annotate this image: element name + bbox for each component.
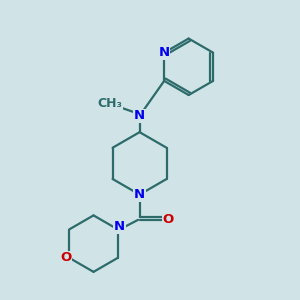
Text: N: N	[134, 188, 145, 201]
Text: N: N	[114, 220, 125, 233]
Text: O: O	[162, 213, 173, 226]
Text: N: N	[159, 46, 170, 59]
Text: N: N	[134, 109, 145, 122]
Text: CH₃: CH₃	[98, 98, 122, 110]
Text: O: O	[61, 251, 72, 264]
